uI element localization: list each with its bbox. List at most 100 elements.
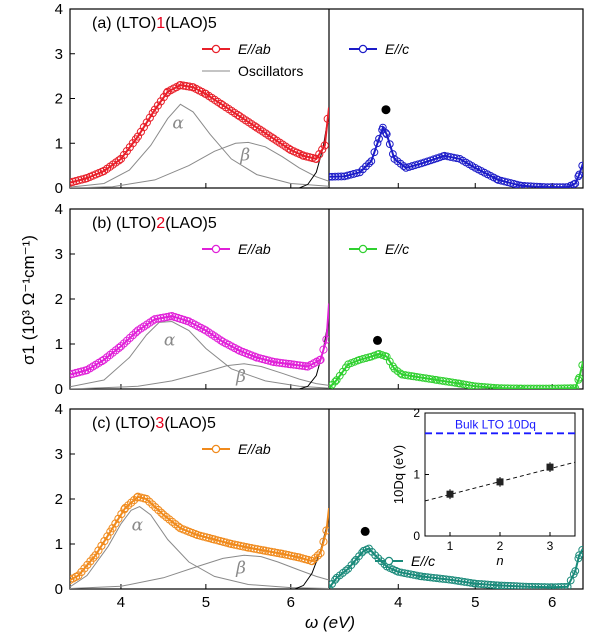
c-data-point bbox=[571, 179, 580, 188]
c-data-point bbox=[492, 175, 501, 184]
beta-oscillator-line bbox=[70, 141, 329, 188]
x-tick-label: 6 bbox=[287, 594, 295, 611]
panel-label-prefix: (c) (LTO) bbox=[92, 415, 155, 432]
legend-ab-text: E//ab bbox=[238, 241, 271, 257]
c-plot-area bbox=[329, 544, 583, 589]
c-fit-line bbox=[329, 352, 583, 389]
ab-data-point bbox=[148, 500, 157, 509]
y-tick-label: 2 bbox=[55, 91, 63, 108]
c-data-point bbox=[566, 576, 575, 585]
ab-data-point bbox=[316, 355, 325, 364]
y-tick-label: 0 bbox=[55, 180, 63, 197]
x-tick-label: 5 bbox=[202, 594, 210, 611]
edge-oscillator-line bbox=[299, 111, 329, 188]
ab-data-point bbox=[121, 503, 130, 513]
ab-data-point bbox=[131, 328, 140, 337]
x-tick-label: 5 bbox=[471, 594, 479, 611]
panel-label: (b) (LTO)2(LAO)5 bbox=[92, 215, 217, 232]
ab-data-point bbox=[133, 132, 143, 141]
ab-data-point bbox=[108, 524, 117, 533]
ab-data-point bbox=[151, 503, 160, 512]
y-tick-label: 4 bbox=[55, 201, 63, 218]
c-data-point bbox=[399, 162, 408, 170]
ab-data-point bbox=[233, 345, 242, 354]
panel-label: (a) (LTO)1(LAO)5 bbox=[92, 15, 217, 32]
alpha-oscillator-line bbox=[70, 320, 329, 389]
c-peak-dot bbox=[381, 105, 391, 115]
y-tick-label: 0 bbox=[55, 581, 63, 598]
ab-data-point bbox=[103, 532, 112, 541]
y-tick-label: 3 bbox=[55, 46, 63, 63]
ab-data-point bbox=[127, 498, 136, 507]
ab-data-point bbox=[114, 343, 123, 353]
ab-fit-line bbox=[70, 303, 329, 376]
ab-data-point bbox=[94, 546, 103, 555]
ab-data-point bbox=[157, 508, 166, 517]
y-tick-label: 1 bbox=[55, 135, 63, 152]
ab-data-point bbox=[125, 333, 134, 343]
panel-frame bbox=[69, 8, 584, 189]
ab-data-point bbox=[89, 553, 98, 562]
ab-data-point bbox=[313, 551, 323, 560]
c-data-point bbox=[370, 148, 379, 157]
ab-data-point bbox=[117, 509, 126, 519]
beta-oscillator-line bbox=[70, 554, 329, 589]
alpha-oscillator-line bbox=[70, 103, 329, 188]
y-tick-label: 4 bbox=[55, 1, 63, 18]
ab-data-point bbox=[114, 156, 123, 165]
ab-data-point bbox=[136, 127, 146, 136]
alpha-label: α bbox=[164, 331, 176, 351]
inset-data-point bbox=[446, 490, 454, 498]
ab-data-point bbox=[318, 145, 327, 154]
legend-c-marker bbox=[358, 44, 368, 54]
c-data-point bbox=[578, 161, 583, 170]
ab-data-point bbox=[111, 519, 120, 528]
panel-label-n: 2 bbox=[156, 215, 165, 232]
ab-data-point bbox=[153, 101, 162, 110]
ab-data-point bbox=[139, 123, 148, 132]
inset-y-tick-label: 0 bbox=[413, 529, 420, 543]
ab-fit-line bbox=[70, 495, 329, 581]
c-data-point bbox=[365, 159, 373, 168]
panel-label-suffix: (LAO)5 bbox=[165, 15, 217, 32]
ab-data-point bbox=[159, 93, 168, 102]
ab-data-point bbox=[97, 541, 106, 550]
inset-10dq-plot: 0 1 2 1 2 3 Bulk LTO 10Dq n 10Dq (eV) bbox=[391, 406, 578, 568]
inset-data-point bbox=[546, 463, 554, 471]
y-tick-label: 2 bbox=[55, 491, 63, 508]
c-data-point bbox=[331, 377, 340, 386]
c-data-point bbox=[396, 369, 405, 378]
c-plot-area bbox=[329, 123, 583, 188]
legend-ab-text: E//ab bbox=[238, 441, 271, 457]
ab-data-point bbox=[156, 97, 165, 106]
inset-background bbox=[422, 410, 578, 539]
beta-oscillator-line bbox=[70, 363, 329, 389]
panel-label-prefix: (a) (LTO) bbox=[92, 15, 156, 32]
c-peak-dot bbox=[360, 526, 370, 536]
inset-y-tick-label: 2 bbox=[413, 406, 420, 420]
beta-label: β bbox=[239, 145, 250, 165]
alpha-label: α bbox=[132, 516, 144, 536]
ab-data-point bbox=[148, 316, 157, 325]
c-data-point bbox=[575, 170, 583, 179]
alpha-oscillator-line bbox=[70, 506, 329, 589]
c-plot-area bbox=[329, 350, 583, 389]
ab-data-point bbox=[100, 536, 109, 546]
inset-y-axis-label: 10Dq (eV) bbox=[391, 445, 406, 504]
legend-c-marker bbox=[384, 556, 394, 566]
x-tick-label: 6 bbox=[548, 594, 556, 611]
c-data-point bbox=[382, 129, 390, 137]
ab-plot-area bbox=[70, 492, 329, 589]
panel-label-suffix: (LAO)5 bbox=[164, 415, 216, 432]
ab-data-point bbox=[315, 150, 324, 159]
y-tick-label: 2 bbox=[55, 291, 63, 308]
ab-data-point bbox=[122, 336, 131, 345]
inset-x-tick-label: 1 bbox=[447, 539, 454, 553]
y-tick-label: 3 bbox=[55, 246, 63, 263]
ab-data-point bbox=[128, 331, 137, 340]
panel-label-n: 3 bbox=[155, 415, 164, 432]
y-tick-label: 4 bbox=[55, 401, 63, 418]
